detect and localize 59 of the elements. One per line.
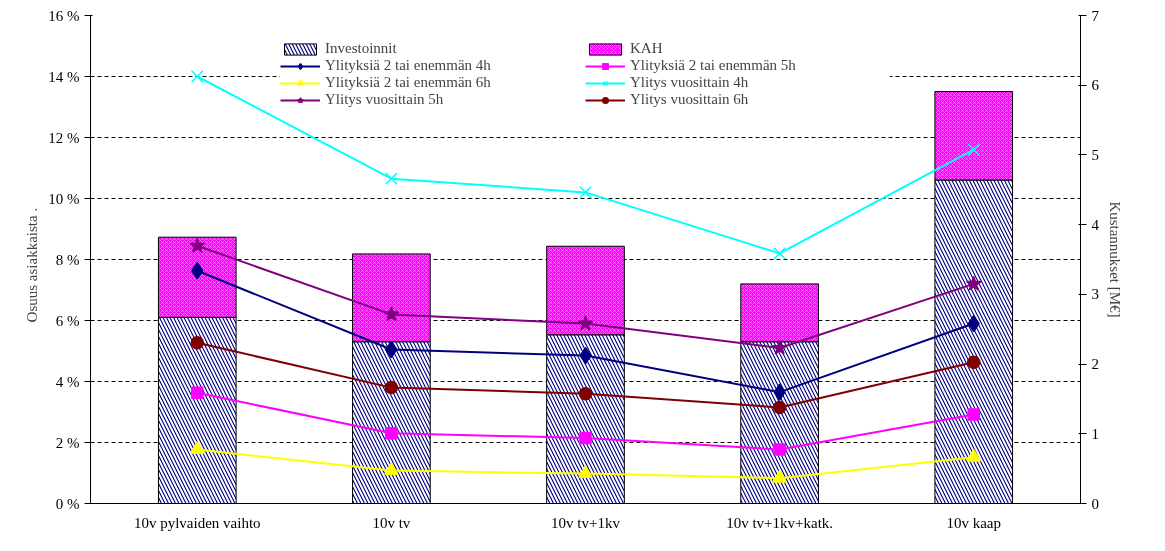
point (577, 315, 594, 331)
point (191, 386, 204, 400)
point (967, 143, 981, 157)
y2-tick-label: 7 (1091, 7, 1100, 24)
y-tick-label: 8 % (55, 251, 80, 268)
point (579, 431, 592, 445)
x-tick-label: 10v kaap (946, 514, 1002, 531)
x-tick-label: 10v tv+1kv (551, 514, 621, 531)
legend-label: KAH (630, 40, 664, 57)
legend-label: Ylityksiä 2 tai enemmän 6h (325, 74, 492, 91)
y-tick-label: 2 % (55, 434, 80, 451)
y-tick-label: 6 % (55, 312, 80, 329)
point (190, 336, 205, 350)
point (772, 469, 787, 483)
point (965, 275, 982, 291)
point (191, 262, 204, 280)
point (383, 306, 400, 322)
y-tick-label: 16 % (48, 7, 80, 24)
point (771, 339, 788, 355)
point (190, 70, 204, 83)
legend-label: Ylitys vuosittain 6h (630, 91, 750, 108)
y2-tick-label: 5 (1091, 146, 1099, 163)
x-tick-label: 10v tv+1kv+katk. (726, 514, 834, 531)
point (773, 246, 787, 260)
y-tick-label: 0 % (55, 495, 80, 512)
y2-axis-title: Kustannukset [M€] (1107, 201, 1123, 318)
legend-label: Ylitys vuosittain 5h (325, 91, 445, 108)
x-tick-label: 10v tv (372, 514, 411, 531)
point (385, 427, 398, 440)
y2-tick-label: 3 (1091, 286, 1099, 303)
point (773, 443, 786, 456)
point (190, 441, 205, 455)
point (773, 383, 786, 401)
legend-label: Ylityksiä 2 tai enemmän 4h (325, 57, 492, 74)
point (967, 408, 980, 421)
x-tick-label: 10v pylvaiden vaihto (133, 514, 261, 531)
point (578, 465, 593, 479)
y2-tick-label: 6 (1091, 77, 1100, 94)
y2-tick-label: 4 (1091, 216, 1100, 233)
point (966, 355, 981, 370)
point (189, 237, 206, 253)
legend-label: Ylityksiä 2 tai enemmän 5h (630, 57, 797, 74)
point (384, 462, 399, 476)
point (384, 172, 398, 186)
y-tick-label: 14 % (48, 68, 80, 85)
y-axis-title: Osuus asiakkaista . (24, 207, 41, 323)
y-tick-label: 12 % (48, 129, 80, 146)
legend-label: Ylitys vuosittain 4h (630, 74, 750, 91)
point (966, 448, 981, 462)
point (578, 386, 593, 401)
y2-tick-label: 0 (1091, 495, 1099, 512)
legend-label: Investoinnit (325, 40, 398, 57)
y-tick-label: 10 % (48, 190, 80, 207)
y2-tick-label: 2 (1091, 356, 1099, 373)
point (579, 185, 592, 199)
point (772, 400, 787, 415)
y2-tick-label: 1 (1091, 425, 1099, 442)
point (384, 380, 399, 395)
y-tick-label: 4 % (55, 373, 80, 390)
